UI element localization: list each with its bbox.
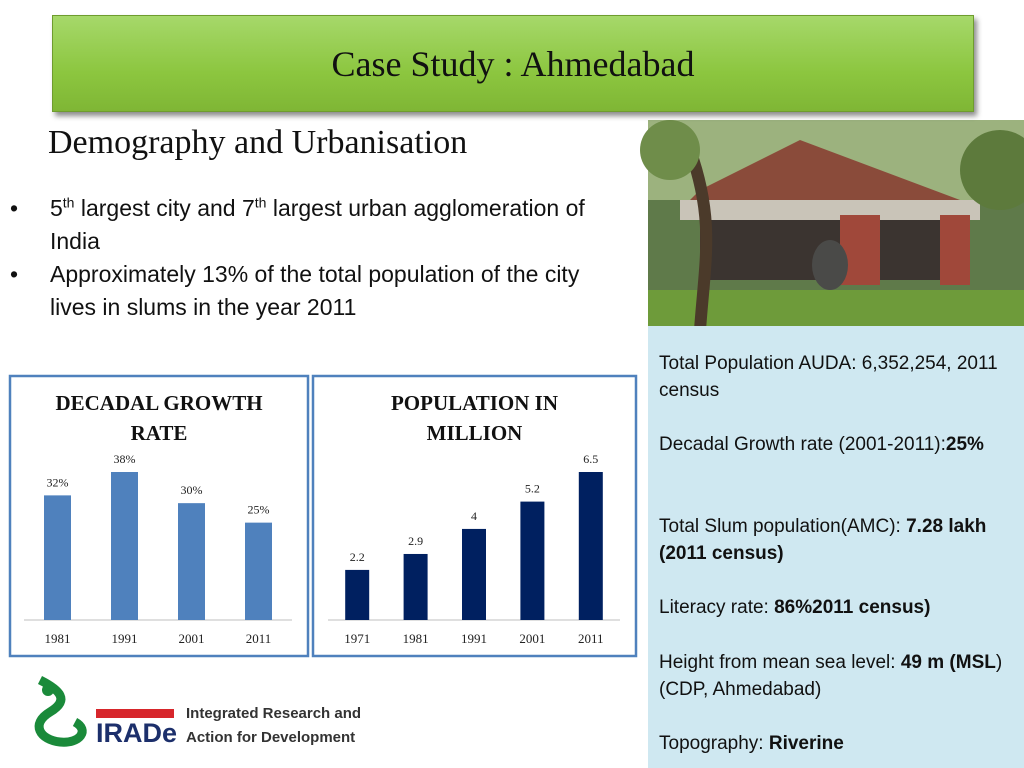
logo-text: Integrated Research and: [186, 705, 362, 722]
info-item: Literacy rate: 86%2011 census): [659, 594, 1009, 621]
info-item: Height from mean sea level: 49 m (MSL)(C…: [659, 649, 1009, 703]
text-run: 7.28 lakh (2011 census): [659, 516, 987, 564]
section-heading: Demography and Urbanisation: [48, 124, 468, 161]
bar: [520, 501, 545, 620]
data-label: 4: [471, 509, 477, 523]
bullet: • Approximately 13% of the total populati…: [10, 258, 610, 324]
x-tick-label: 1981: [45, 631, 71, 646]
text-run: 49 m (MSL: [900, 652, 996, 673]
text-run: 25%: [945, 434, 984, 455]
bar: [245, 522, 272, 620]
text-run: Topography:: [659, 733, 769, 754]
info-item: Total Population AUDA: 6,352,254, 2011 c…: [659, 350, 1009, 404]
x-tick-label: 2011: [578, 631, 604, 646]
info-item: Total Slum population(AMC): 7.28 lakh (2…: [659, 513, 1009, 567]
bullet-marker: •: [10, 195, 19, 221]
text-run: largest urban agglomeration of India: [50, 195, 585, 254]
x-tick-label: 2001: [519, 631, 545, 646]
chart-title: POPULATION IN MILLION: [390, 391, 559, 445]
text-run: Total Slum population(AMC):: [659, 516, 907, 537]
x-tick-label: 1981: [403, 631, 429, 646]
bar: [178, 503, 205, 620]
logo-mark: IRADe: [96, 718, 178, 748]
data-label: 38%: [114, 452, 136, 466]
bar: [403, 553, 428, 620]
logo-graphic: [34, 675, 174, 747]
bullet: • 5th largest city and 7th largest urban …: [10, 192, 610, 258]
bar: [462, 528, 486, 620]
text-run: Riverine: [768, 733, 844, 754]
text-run: )(CDP, Ahmedabad): [659, 652, 1003, 700]
x-tick-label: 1971: [344, 631, 370, 646]
logo-text: Action for Development: [186, 729, 356, 746]
data-label: 2.2: [350, 550, 365, 564]
info-panel: Total Population AUDA: 6,352,254, 2011 c…: [648, 326, 1024, 768]
info-item: Decadal Growth rate (2001-2011):25%: [659, 431, 1009, 458]
text-run: Height from mean sea level:: [659, 652, 901, 673]
text-run: 86%2011 census): [774, 597, 931, 618]
info-item: Topography: Riverine: [659, 730, 1009, 757]
x-tick-label: 2011: [246, 631, 272, 646]
bar: [111, 472, 138, 620]
bar: [44, 495, 71, 620]
text-run: Total Population AUDA: 6,352,254, 2011 c…: [659, 353, 998, 401]
text-run: largest city and 7: [74, 195, 255, 221]
bullet-text: Approximately 13% of the total populatio…: [50, 258, 610, 324]
chart-title: DECADAL GROWTH RATE: [55, 391, 263, 445]
x-tick-label: 1991: [461, 631, 487, 646]
text-run: Literacy rate:: [659, 597, 775, 618]
x-tick-label: 2001: [179, 631, 205, 646]
x-tick-label: 1991: [112, 631, 138, 646]
superscript: th: [254, 194, 267, 211]
text-run: 5: [50, 195, 63, 221]
bullet-marker: •: [10, 261, 19, 287]
data-label: 6.5: [583, 452, 598, 466]
text-run: Decadal Growth rate (2001-2011):: [659, 434, 946, 455]
photo: [640, 120, 1024, 331]
data-label: 5.2: [525, 482, 540, 496]
superscript: th: [62, 194, 75, 211]
data-label: 32%: [47, 475, 69, 489]
data-label: 2.9: [408, 534, 423, 548]
bullet-text: 5th largest city and 7th largest urban a…: [50, 192, 610, 258]
title: Case Study : Ahmedabad: [52, 15, 974, 112]
data-label: 25%: [248, 503, 270, 517]
text-run: Approximately 13% of the total populatio…: [50, 261, 580, 320]
bar: [578, 472, 603, 620]
data-label: 30%: [181, 483, 203, 497]
bar: [345, 569, 370, 620]
